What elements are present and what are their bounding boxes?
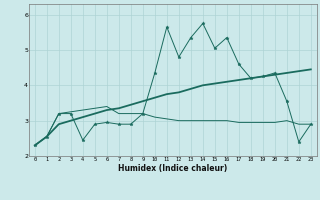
X-axis label: Humidex (Indice chaleur): Humidex (Indice chaleur): [118, 164, 228, 173]
